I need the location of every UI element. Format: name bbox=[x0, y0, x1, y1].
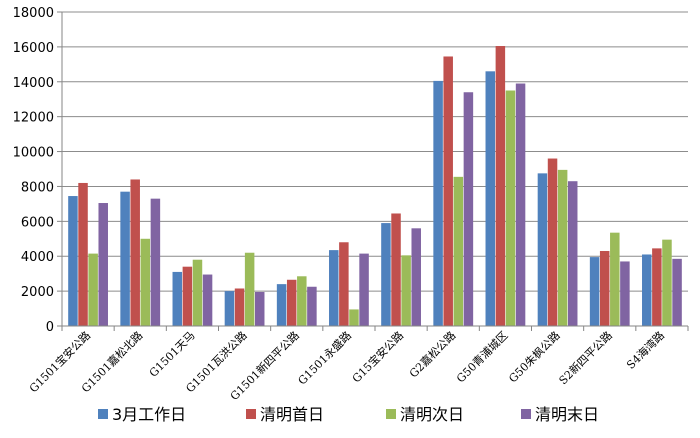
bar-2-2 bbox=[130, 179, 140, 326]
bar-3-12 bbox=[662, 239, 672, 326]
legend-label-3: 清明次日 bbox=[400, 405, 464, 424]
y-tick-label: 0 bbox=[46, 320, 54, 335]
bar-2-10 bbox=[547, 158, 558, 326]
legend-label-1: 3月工作日 bbox=[112, 405, 186, 424]
bar-1-3 bbox=[172, 271, 183, 326]
bar-3-5 bbox=[297, 276, 307, 326]
legend-swatch-2 bbox=[246, 409, 256, 419]
y-tick-label: 6000 bbox=[21, 215, 54, 230]
bar-1-2 bbox=[120, 191, 130, 326]
y-tick-label: 2000 bbox=[21, 285, 54, 300]
bar-3-9 bbox=[505, 90, 516, 326]
y-tick-label: 16000 bbox=[13, 41, 54, 56]
bar-2-12 bbox=[652, 248, 662, 326]
bar-1-5 bbox=[276, 284, 287, 326]
bar-2-1 bbox=[78, 182, 88, 326]
bar-1-10 bbox=[537, 173, 548, 326]
bar-2-3 bbox=[182, 266, 193, 326]
legend-swatch-1 bbox=[98, 409, 108, 419]
legend: 3月工作日 清明首日 清明次日 清明末日 bbox=[98, 405, 599, 424]
bar-2-11 bbox=[599, 250, 610, 326]
bar-1-12 bbox=[642, 254, 652, 326]
bar-3-7 bbox=[401, 255, 411, 326]
bar-3-8 bbox=[453, 176, 464, 326]
bar-4-2 bbox=[150, 198, 161, 326]
bar-2-9 bbox=[495, 46, 506, 327]
bar-2-4 bbox=[234, 288, 245, 326]
gridlines bbox=[62, 11, 688, 327]
bar-1-9 bbox=[485, 71, 496, 326]
bar-1-8 bbox=[433, 80, 443, 327]
y-tick-label: 4000 bbox=[21, 250, 54, 265]
y-tick-label: 18000 bbox=[13, 6, 54, 21]
legend-swatch-4 bbox=[521, 409, 531, 419]
bar-3-6 bbox=[349, 309, 359, 326]
legend-label-2: 清明首日 bbox=[260, 405, 324, 424]
bar-4-7 bbox=[411, 228, 421, 326]
bar-4-9 bbox=[515, 83, 526, 327]
y-tick-label: 10000 bbox=[13, 146, 54, 161]
bar-1-7 bbox=[381, 223, 391, 326]
bar-1-11 bbox=[589, 257, 600, 326]
bar-4-5 bbox=[307, 286, 317, 326]
bar-4-4 bbox=[254, 291, 265, 326]
bar-2-8 bbox=[443, 56, 453, 326]
bar-2-7 bbox=[391, 213, 401, 326]
bar-4-1 bbox=[98, 203, 108, 326]
bar-1-4 bbox=[224, 291, 235, 326]
bar-4-12 bbox=[672, 258, 682, 326]
bar-4-11 bbox=[620, 261, 630, 326]
bar-3-10 bbox=[557, 169, 568, 326]
bar-3-11 bbox=[610, 232, 620, 326]
bar-3-4 bbox=[244, 252, 255, 326]
legend-label-4: 清明末日 bbox=[535, 405, 599, 424]
bar-3-2 bbox=[140, 238, 151, 326]
bar-4-3 bbox=[202, 274, 213, 326]
bar-2-5 bbox=[286, 279, 297, 326]
bar-4-6 bbox=[359, 253, 369, 326]
y-tick-label: 8000 bbox=[21, 180, 54, 195]
bar-4-10 bbox=[567, 181, 578, 326]
bars bbox=[68, 46, 682, 327]
bar-4-8 bbox=[463, 92, 474, 326]
bar-3-1 bbox=[88, 253, 98, 326]
y-tick-label: 12000 bbox=[13, 111, 54, 126]
y-tick-label: 14000 bbox=[13, 76, 54, 91]
legend-swatch-3 bbox=[386, 409, 396, 419]
bar-1-1 bbox=[68, 196, 78, 326]
bar-3-3 bbox=[192, 259, 203, 326]
bar-2-6 bbox=[339, 242, 349, 326]
bar-1-6 bbox=[329, 250, 339, 326]
y-axis: 0 2000 4000 6000 8000 10000 12000 14000 16000 180… bbox=[13, 6, 63, 335]
